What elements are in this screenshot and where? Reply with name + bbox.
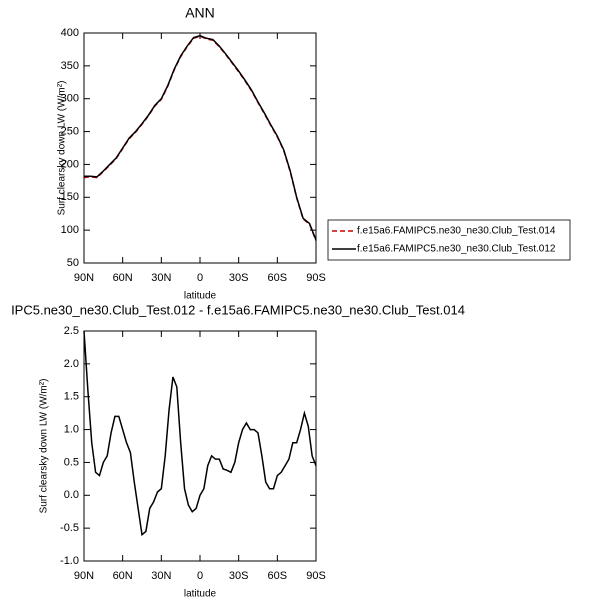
y-axis-label: Surf clearsky down LW (W/m²) [57, 81, 68, 216]
y-tick-label: 300 [61, 93, 79, 105]
x-axis-label: latitude [184, 291, 217, 302]
y-tick-label: 0.0 [64, 489, 79, 501]
x-tick-label: 60N [113, 570, 133, 582]
x-tick-label: 0 [197, 570, 203, 582]
x-tick-label: 60S [268, 272, 288, 284]
x-tick-label: 90N [74, 272, 94, 284]
data-line [83, 35, 317, 241]
y-tick-label: 250 [61, 125, 79, 137]
y-axis-label: Surf clearsky down LW (W/m²) [39, 379, 50, 514]
legend-box [327, 219, 571, 261]
y-tick-label: 1.5 [64, 391, 79, 403]
plot-frame [83, 32, 317, 264]
x-tick-label: 30S [229, 570, 249, 582]
y-tick-label: 200 [61, 158, 79, 170]
y-tick-label: 150 [61, 191, 79, 203]
x-tick-label: 90N [74, 570, 94, 582]
x-tick-label: 30N [151, 272, 171, 284]
x-tick-label: 30S [229, 272, 249, 284]
y-tick-label: -1.0 [60, 555, 79, 567]
y-tick-label: 100 [61, 224, 79, 236]
y-tick-label: 350 [61, 60, 79, 72]
x-tick-label: 60S [268, 570, 288, 582]
x-tick-label: 90S [306, 272, 326, 284]
y-tick-label: 2.0 [64, 358, 79, 370]
legend-label: f.e15a6.FAMIPC5.ne30_ne30.Club_Test.012 [357, 244, 556, 255]
y-tick-label: 1.0 [64, 423, 79, 435]
data-line [84, 34, 317, 241]
data-line [83, 330, 317, 537]
plot-frame [83, 330, 317, 562]
y-tick-label: 2.5 [64, 325, 79, 337]
y-tick-label: 400 [61, 27, 79, 39]
y-tick-label: -0.5 [60, 522, 79, 534]
x-axis-label: latitude [184, 589, 217, 600]
chart-title: IPC5.ne30_ne30.Club_Test.012 - f.e15a6.F… [11, 302, 465, 317]
x-tick-label: 60N [113, 272, 133, 284]
x-tick-label: 0 [197, 272, 203, 284]
y-tick-label: 50 [67, 257, 79, 269]
y-tick-label: 0.5 [64, 456, 79, 468]
chart-title: ANN [185, 5, 215, 21]
x-tick-label: 30N [151, 570, 171, 582]
legend-label: f.e15a6.FAMIPC5.ne30_ne30.Club_Test.014 [357, 226, 556, 237]
x-tick-label: 90S [306, 570, 326, 582]
